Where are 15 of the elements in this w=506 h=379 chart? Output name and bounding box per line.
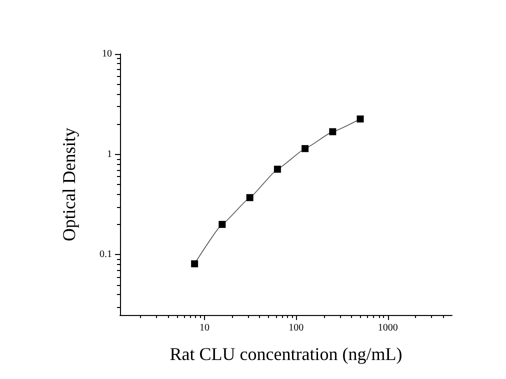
x-tick-label: 100 xyxy=(288,322,304,334)
point xyxy=(356,115,364,122)
point xyxy=(302,145,309,152)
x-axis-title: Rat CLU concentration (ng/mL) xyxy=(170,344,402,364)
y-axis-title: Optical Density xyxy=(59,128,79,242)
point xyxy=(218,220,226,228)
y-tick-label: 10 xyxy=(102,48,112,60)
y-tick-label: 1 xyxy=(107,148,112,160)
x-tick-label: 10 xyxy=(199,322,210,334)
y-tick-label: 0.1 xyxy=(100,249,112,260)
point xyxy=(191,260,198,268)
point xyxy=(246,194,254,202)
x-tick-label: 1000 xyxy=(378,322,398,334)
point xyxy=(274,166,281,173)
point xyxy=(329,128,336,136)
